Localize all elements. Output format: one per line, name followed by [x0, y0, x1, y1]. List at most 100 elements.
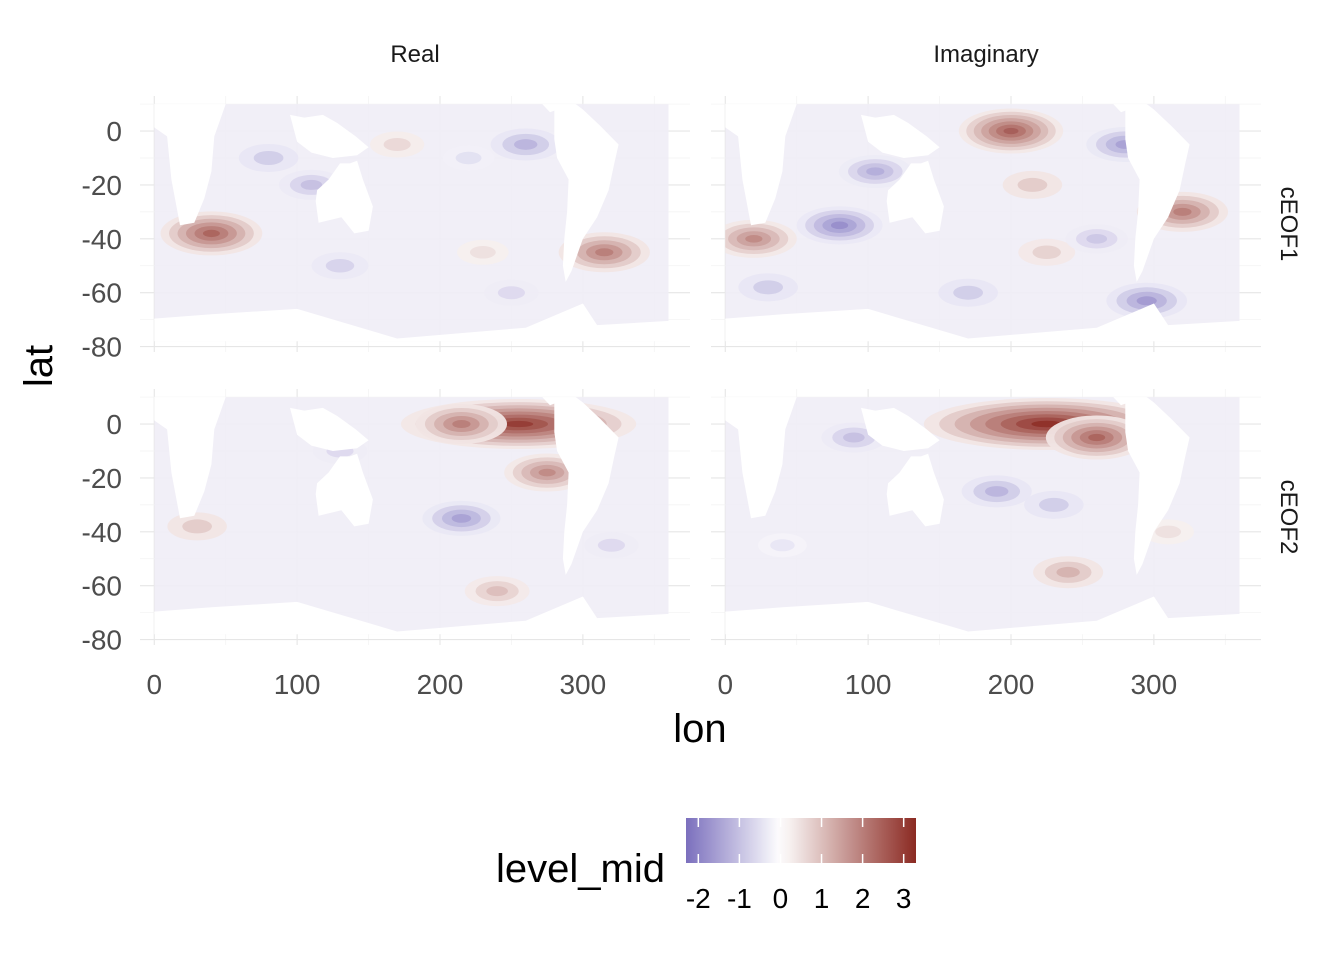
land-indonesia	[290, 114, 369, 158]
x-tick-label: 300	[1130, 669, 1177, 700]
x-tick-label: 100	[845, 669, 892, 700]
x-tick-label: 200	[988, 669, 1035, 700]
anomaly-blob	[464, 576, 530, 607]
land-camerica	[542, 397, 558, 406]
anomaly-blob	[442, 145, 495, 171]
anomaly-blob	[584, 532, 639, 559]
y-tick-label: -80	[82, 625, 122, 656]
anomaly-blob	[1033, 556, 1104, 589]
anomaly-blob	[1024, 490, 1084, 519]
anomaly-blob	[457, 239, 509, 265]
anomaly-blob	[821, 422, 887, 453]
facet-column-label: Imaginary	[933, 41, 1038, 68]
anomaly-blob	[961, 475, 1032, 508]
legend-ticks: -2 -1 0 1 2 3	[686, 818, 912, 914]
land-samerica	[1125, 397, 1190, 575]
x-tick-label: 0	[717, 669, 733, 700]
y-tick-label: 0	[106, 409, 122, 440]
x-tick-label: 200	[417, 669, 464, 700]
anomaly-blob	[279, 169, 344, 200]
x-tick-label: 0	[146, 669, 162, 700]
y-tick-label: -20	[82, 170, 122, 201]
anomaly-blob	[490, 128, 561, 161]
land-camerica	[1113, 104, 1129, 113]
anomaly-blob	[484, 279, 539, 306]
land-africa	[725, 397, 797, 519]
anomaly-blob	[796, 206, 883, 245]
legend-tick-label: -1	[727, 883, 752, 914]
anomaly-blob	[1106, 282, 1188, 319]
land-mask	[154, 104, 669, 342]
anomaly-blob	[757, 533, 807, 558]
land-indonesia	[861, 407, 940, 451]
anomaly-blob	[160, 211, 263, 256]
panel-field	[154, 104, 669, 342]
facet-panel	[711, 96, 1261, 352]
x-tick-label: 300	[559, 669, 606, 700]
land-mask	[725, 104, 1240, 342]
land-australia	[315, 453, 373, 527]
panel-field	[154, 397, 669, 635]
land-samerica	[554, 397, 619, 575]
y-tick-label: 0	[106, 116, 122, 147]
land-antarctica	[154, 303, 669, 342]
y-tick-label: -60	[82, 571, 122, 602]
legend-tick-label: 3	[896, 883, 912, 914]
land-camerica	[542, 104, 558, 113]
axes-layer: Real Imaginary cEOF1 cEOF2 0 -20 -40 -60 -80 0 -20…	[82, 41, 1302, 700]
anomaly-blob	[958, 108, 1064, 154]
facet-panel	[140, 389, 690, 645]
anomaly-blob	[167, 512, 227, 541]
facet-row-label: cEOF1	[1275, 187, 1302, 262]
anomaly-blob	[1065, 224, 1128, 254]
land-indonesia	[290, 407, 369, 451]
land-antarctica	[725, 596, 1240, 635]
anomaly-blob	[415, 404, 508, 445]
y-tick-label: -80	[82, 332, 122, 363]
anomaly-blob	[725, 219, 797, 258]
panels-layer	[140, 96, 1261, 645]
anomaly-blob	[938, 278, 998, 307]
land-antarctica	[725, 303, 1240, 342]
anomaly-blob	[311, 252, 369, 280]
anomaly-blob	[1045, 415, 1148, 460]
legend-tick-label: 0	[773, 883, 789, 914]
anomaly-blob	[370, 131, 425, 158]
land-australia	[886, 160, 944, 234]
y-tick-label: -40	[82, 224, 122, 255]
land-australia	[315, 160, 373, 234]
anomaly-blob	[838, 154, 912, 188]
anomaly-blob	[422, 500, 501, 536]
anomaly-blob	[738, 273, 798, 302]
anomaly-blob	[1002, 170, 1063, 199]
anomaly-blob	[1018, 238, 1076, 266]
y-tick-label: -40	[82, 517, 122, 548]
y-tick-label: -20	[82, 463, 122, 494]
y-tick-label: -60	[82, 278, 122, 309]
facet-panel	[140, 96, 690, 352]
y-axis-label: lat	[17, 345, 61, 387]
legend-title: level_mid	[496, 847, 665, 891]
land-africa	[154, 104, 226, 226]
land-indonesia	[861, 114, 940, 158]
facet-row-label: cEOF2	[1275, 480, 1302, 555]
legend-colorbar	[686, 818, 916, 863]
land-mask	[725, 397, 1240, 635]
x-tick-label: 100	[274, 669, 321, 700]
legend-tick-label: -2	[686, 883, 711, 914]
facet-panel	[711, 389, 1261, 645]
land-samerica	[554, 104, 619, 282]
land-africa	[725, 104, 797, 226]
land-samerica	[1125, 104, 1190, 282]
anomaly-blob	[238, 143, 299, 172]
legend-tick-label: 1	[814, 883, 830, 914]
facet-column-label: Real	[390, 41, 439, 68]
land-australia	[886, 453, 944, 527]
panel-field	[725, 397, 1240, 635]
legend-tick-label: 2	[855, 883, 871, 914]
land-africa	[154, 397, 226, 519]
land-antarctica	[154, 596, 669, 635]
x-axis-label: lon	[673, 707, 726, 751]
panel-field	[725, 104, 1240, 342]
